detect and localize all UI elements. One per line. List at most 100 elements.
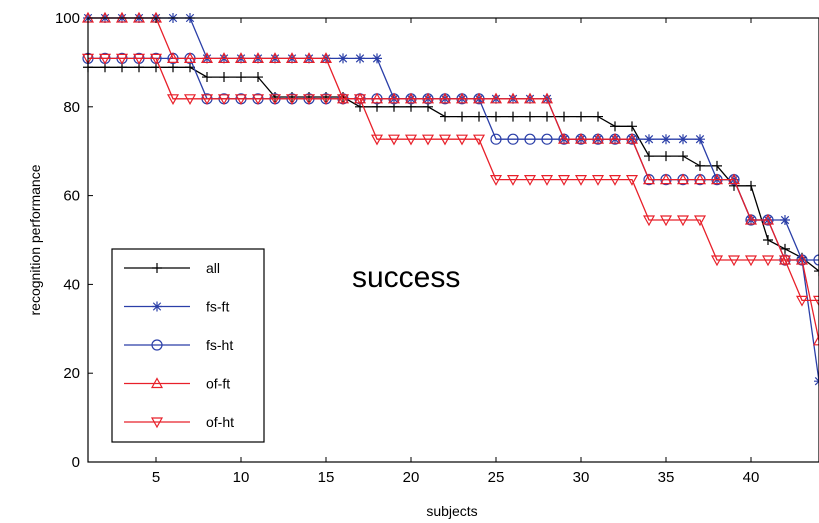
data-point-of-ft [608, 132, 622, 144]
data-point-of-ht [251, 94, 265, 106]
data-point-of-ht [268, 94, 282, 106]
data-point-of-ht [353, 94, 367, 106]
data-point-all [814, 266, 819, 277]
data-point-of-ft [302, 52, 316, 64]
data-point-fs-ft [661, 134, 671, 145]
data-point-fs-ft [695, 134, 705, 145]
data-point-all [661, 151, 671, 162]
data-point-of-ft [693, 173, 707, 185]
data-point-of-ft [251, 52, 265, 64]
data-point-of-ht [710, 255, 724, 267]
data-point-of-ht [132, 53, 146, 65]
data-point-of-ft [472, 92, 486, 104]
data-point-of-ft [727, 173, 741, 185]
data-point-all [576, 111, 586, 122]
data-point-of-ht [455, 134, 469, 146]
data-point-of-ft [489, 92, 503, 104]
data-point-all [491, 111, 501, 122]
x-tick-label: 20 [403, 469, 420, 486]
data-point-of-ht [98, 53, 112, 65]
data-point-fs-ht [524, 133, 536, 145]
y-tick-label: 60 [63, 188, 80, 205]
data-point-all [474, 111, 484, 122]
data-point-of-ft [710, 173, 724, 185]
legend-label-fs-ft: fs-ft [206, 299, 229, 315]
legend-marker-fs-ft [152, 301, 162, 312]
data-point-of-ht [302, 94, 316, 106]
data-point-of-ft [795, 253, 809, 265]
data-point-of-ft [404, 92, 418, 104]
data-point-all [712, 160, 722, 171]
data-point-all [525, 111, 535, 122]
data-point-fs-ft [338, 53, 348, 64]
data-point-of-ht [183, 94, 197, 106]
legend-marker-of-ft [150, 377, 164, 389]
data-point-of-ht [812, 295, 819, 307]
data-point-of-ht [166, 94, 180, 106]
data-point-all [202, 72, 212, 83]
data-point-of-ft [370, 92, 384, 104]
data-point-of-ft [319, 52, 333, 64]
data-point-of-ft [761, 213, 775, 225]
y-tick-label: 80 [63, 99, 80, 116]
data-point-of-ht [319, 94, 333, 106]
data-point-of-ft [421, 92, 435, 104]
data-point-of-ft [438, 92, 452, 104]
data-point-of-ht [778, 255, 792, 267]
y-tick-label: 40 [63, 276, 80, 293]
data-point-all [746, 180, 756, 191]
data-point-of-ht [506, 175, 520, 186]
data-point-of-ft [200, 52, 214, 64]
axes: 5 10 15 20 25 30 35 40 0 20 40 60 80 100 [55, 10, 819, 486]
data-point-of-ht [625, 175, 639, 186]
data-point-fs-ht [813, 254, 819, 266]
data-point-of-ft [387, 92, 401, 104]
data-point-of-ft [285, 52, 299, 64]
data-point-of-ft [183, 52, 197, 64]
data-point-of-ft [540, 92, 554, 104]
data-point-of-ft [166, 52, 180, 64]
data-point-of-ft [676, 173, 690, 185]
data-point-all [763, 235, 773, 245]
plot-frame [87, 17, 819, 463]
data-point-of-ht [591, 175, 605, 186]
data-point-of-ht [115, 53, 129, 65]
annotation-text: success [352, 261, 460, 294]
data-point-all [610, 121, 620, 132]
data-point-all [236, 72, 246, 83]
data-point-of-ft [574, 132, 588, 144]
data-point-of-ht [421, 134, 435, 146]
data-point-of-ht [642, 215, 656, 227]
x-tick-label: 25 [488, 469, 505, 486]
data-point-fs-ft [678, 134, 688, 145]
data-point-of-ht [149, 53, 163, 65]
data-point-fs-ht [507, 133, 519, 145]
data-point-all [457, 111, 467, 122]
data-point-of-ht [234, 94, 248, 106]
x-tick-label: 40 [743, 469, 760, 486]
data-point-all [593, 111, 603, 122]
data-point-of-ht [727, 255, 741, 267]
data-point-of-ht [200, 94, 214, 106]
x-tick-label: 15 [318, 469, 335, 486]
plot-area [81, 11, 819, 387]
data-point-of-ft [455, 92, 469, 104]
data-point-all [559, 111, 569, 122]
data-point-of-ht [574, 175, 588, 186]
data-point-fs-ft [644, 134, 654, 145]
data-point-of-ft [506, 92, 520, 104]
data-point-fs-ft [780, 215, 790, 226]
data-point-all [678, 151, 688, 162]
data-point-of-ft [744, 213, 758, 225]
y-tick-label: 100 [55, 10, 80, 27]
data-point-of-ft [217, 52, 231, 64]
data-point-of-ft [268, 52, 282, 64]
data-point-all [695, 160, 705, 171]
series-of-ht [81, 53, 819, 307]
x-axis-label: subjects [426, 503, 477, 519]
legend-label-all: all [206, 260, 220, 276]
data-point-of-ht [285, 94, 299, 106]
data-point-of-ht [404, 134, 418, 146]
legend-label-of-ht: of-ht [206, 414, 234, 430]
